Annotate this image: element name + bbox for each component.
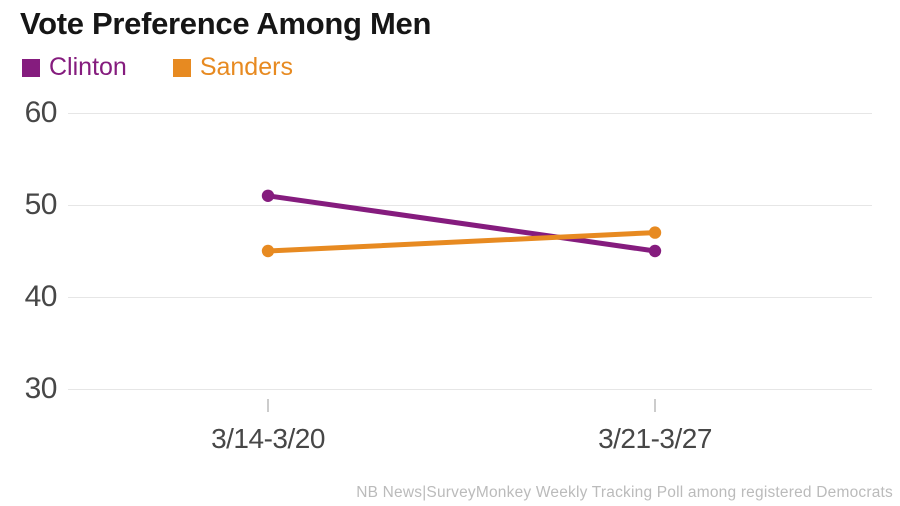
series-line-clinton [265,193,658,254]
chart-title: Vote Preference Among Men [20,6,432,41]
clinton-swatch-icon [22,58,40,77]
legend-item-sanders[interactable]: Sanders [172,53,293,81]
series-line-sanders [265,230,658,254]
y-axis-label-50: 50 [24,188,58,221]
legend-label-clinton: Clinton [49,53,127,81]
gridline-60 [68,113,872,114]
legend-item-clinton[interactable]: Clinton [22,55,127,80]
x-axis-tick-1 [654,399,656,412]
source-credit: NB News|SurveyMonkey Weekly Tracking Pol… [356,484,893,501]
data-point-clinton-0[interactable] [261,189,275,202]
legend-label-sanders: Sanders [199,53,293,81]
chart-legend: Clinton Sanders [22,55,339,80]
y-axis-label-30: 30 [24,372,58,405]
gridline-30 [68,389,872,390]
gridline-40 [68,297,872,298]
y-axis-label-40: 40 [24,280,58,313]
y-axis-label-60: 60 [24,96,58,129]
x-axis-label-1: 3/21-3/27 [598,423,712,454]
x-axis-label-0: 3/14-3/20 [211,423,325,454]
x-axis-tick-0 [267,399,269,412]
sanders-swatch-icon [172,58,191,77]
data-point-sanders-0[interactable] [261,244,275,258]
gridline-50 [68,205,872,206]
data-point-sanders-1[interactable] [648,226,662,239]
data-point-clinton-1[interactable] [648,244,662,258]
